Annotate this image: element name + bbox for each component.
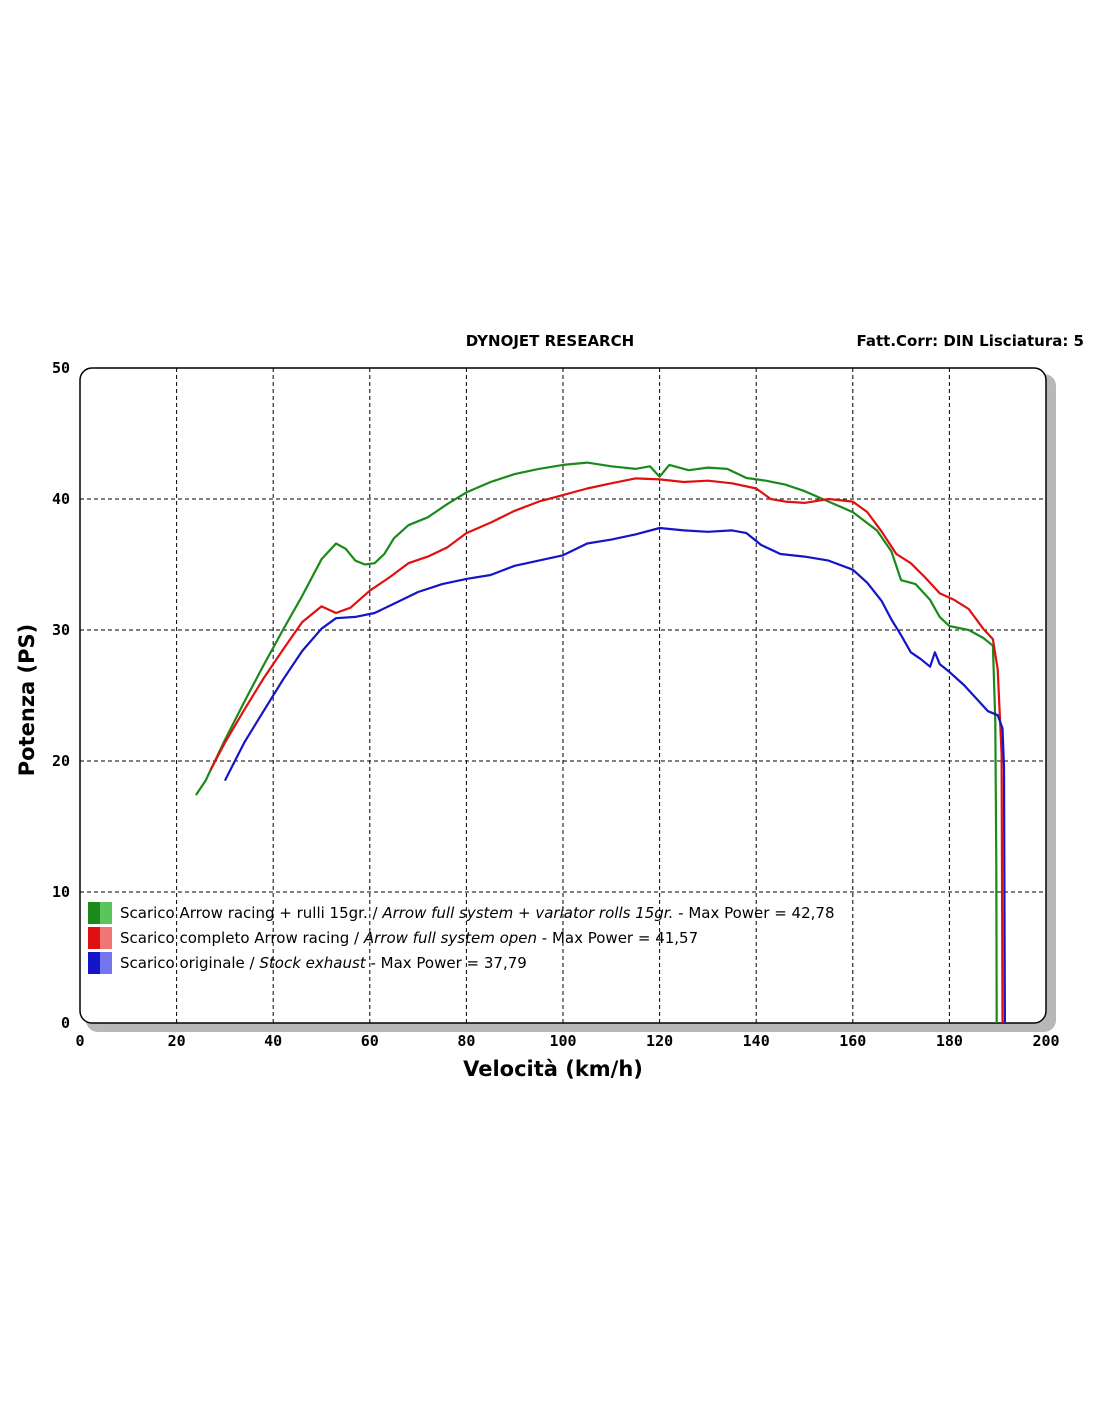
x-tick-label: 20 — [168, 1032, 186, 1050]
legend-swatch-1 — [88, 902, 100, 924]
x-tick-label: 0 — [75, 1032, 84, 1050]
legend-swatch-light-1 — [100, 902, 112, 924]
legend-swatch-3 — [88, 952, 100, 974]
x-tick-label: 120 — [646, 1032, 673, 1050]
x-tick-label: 60 — [361, 1032, 379, 1050]
y-tick-label: 30 — [52, 621, 70, 639]
y-tick-label: 40 — [52, 490, 70, 508]
legend-label-max-power: - Max Power = 42,78 — [673, 904, 834, 922]
legend-label-italic: Arrow full system + variator rolls 15gr. — [381, 904, 673, 922]
legend-label-1: Scarico Arrow racing + rulli 15gr. / Arr… — [120, 904, 835, 922]
series-line-1 — [194, 461, 998, 1024]
legend-label-italic: Stock exhaust — [259, 954, 366, 972]
y-tick-labels: 0 10 20 30 40 50 — [52, 359, 70, 1032]
x-tick-label: 140 — [743, 1032, 770, 1050]
x-tick-label: 180 — [936, 1032, 963, 1050]
legend-label-2: Scarico completo Arrow racing / Arrow fu… — [120, 929, 698, 947]
series-lines — [194, 461, 1006, 1024]
legend-label-max-power: - Max Power = 37,79 — [366, 954, 527, 972]
legend-swatch-light-2 — [100, 927, 112, 949]
legend-label-italic: Arrow full system open — [363, 929, 537, 947]
y-tick-label: 50 — [52, 359, 70, 377]
legend-label-plain: Scarico Arrow racing + rulli 15gr. / — [120, 904, 382, 922]
y-tick-label: 20 — [52, 752, 70, 770]
legend-swatch-2 — [88, 927, 100, 949]
legend-label-3: Scarico originale / Stock exhaust - Max … — [120, 954, 527, 972]
legend-label-plain: Scarico originale / — [120, 954, 259, 972]
legend-label-plain: Scarico completo Arrow racing / — [120, 929, 364, 947]
y-axis-title: Potenza (PS) — [15, 624, 39, 776]
x-tick-labels: 0 20 40 60 80 100 120 140 160 180 200 — [75, 1032, 1059, 1050]
x-axis-title: Velocità (km/h) — [463, 1057, 643, 1081]
y-tick-label: 0 — [61, 1014, 70, 1032]
x-tick-label: 80 — [457, 1032, 475, 1050]
x-tick-label: 160 — [839, 1032, 866, 1050]
series-line-2 — [209, 477, 1004, 1024]
grid-lines — [80, 368, 1046, 1023]
y-tick-label: 10 — [52, 883, 70, 901]
chart-header-settings: Fatt.Corr: DIN Lisciatura: 5 — [857, 332, 1084, 350]
chart-header-title: DYNOJET RESEARCH — [466, 332, 634, 350]
x-tick-label: 100 — [549, 1032, 576, 1050]
legend: Scarico Arrow racing + rulli 15gr. / Arr… — [88, 902, 835, 974]
x-tick-label: 40 — [264, 1032, 282, 1050]
series-line-3 — [223, 526, 1006, 1024]
legend-label-max-power: - Max Power = 41,57 — [537, 929, 698, 947]
legend-swatch-light-3 — [100, 952, 112, 974]
x-tick-label: 200 — [1032, 1032, 1059, 1050]
